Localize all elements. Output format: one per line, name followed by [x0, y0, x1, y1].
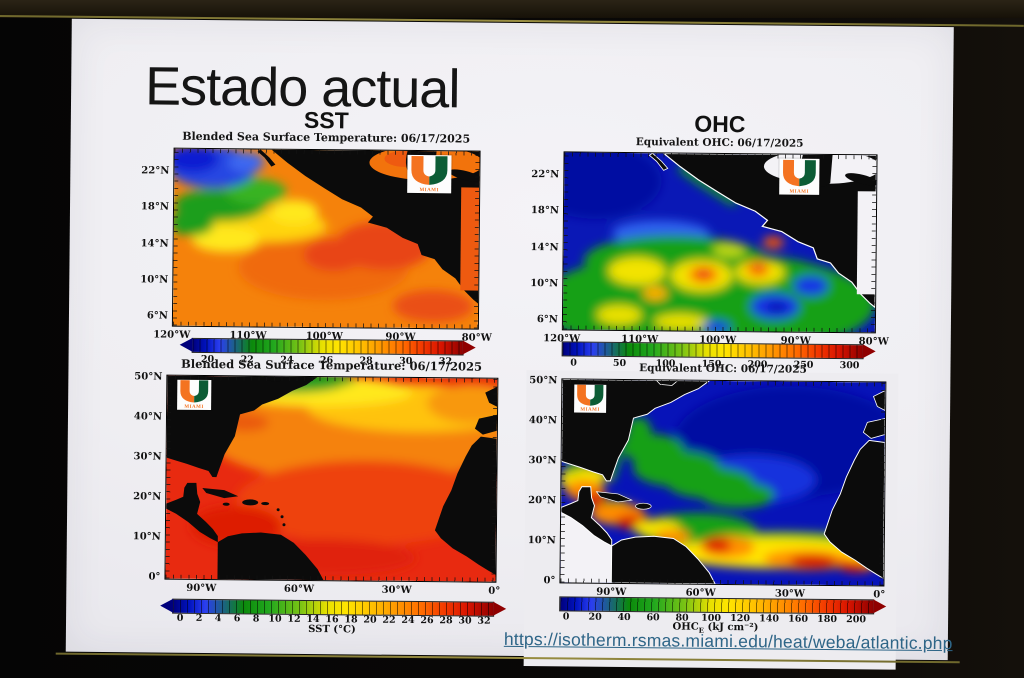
pacific-ohc-colorbar	[561, 341, 864, 360]
atlantic-sst-heatmap	[165, 375, 498, 582]
y-tick-label: 6°N	[536, 314, 559, 326]
pacific-ohc-y-axis-labels: 22°N 18°N 14°N 10°N 6°N	[516, 169, 560, 326]
photo-top-glow	[0, 0, 1024, 18]
y-tick-label: 30°N	[528, 455, 557, 467]
source-url-link[interactable]: https://isotherm.rsmas.miami.edu/heat/we…	[503, 628, 953, 654]
miami-u-icon	[783, 159, 816, 187]
miami-u-icon	[577, 384, 604, 406]
map-atlantic-sst: MIAMI	[164, 374, 499, 583]
pacific-sst-heatmap	[172, 148, 480, 329]
pacific-sst-y-axis-labels: 22°N 18°N 14°N 10°N 6°N	[126, 165, 170, 322]
pacific-ohc-heatmap	[562, 152, 877, 333]
atlantic-ohc-y-axis-labels: 50°N 40°N 30°N 20°N 10°N 0°	[513, 375, 558, 587]
miami-wordmark: MIAMI	[184, 404, 204, 410]
miami-logo: MIAMI	[574, 384, 607, 413]
slide: Estado actual SST OHC Blended Sea Surfac…	[65, 18, 954, 670]
atlantic-sst-colorbar-label: SST (°C)	[308, 623, 356, 636]
pacific-sst-title: Blended Sea Surface Temperature: 06/17/2…	[182, 129, 471, 146]
miami-wordmark: MIAMI	[580, 407, 600, 413]
y-tick-label: 50°N	[529, 375, 558, 387]
y-tick-label: 0°	[543, 575, 556, 587]
y-tick-label: 22°N	[531, 169, 560, 181]
atlantic-sst-y-axis-labels: 50°N 40°N 30°N 20°N 10°N 0°	[118, 371, 163, 583]
y-tick-label: 0°	[148, 571, 161, 583]
x-tick-label: 30°W	[381, 584, 412, 596]
y-tick-label: 10°N	[140, 274, 169, 286]
y-tick-label: 40°N	[133, 411, 163, 423]
y-tick-label: 22°N	[141, 165, 170, 177]
miami-logo: MIAMI	[779, 158, 820, 195]
y-tick-label: 18°N	[530, 205, 560, 217]
y-tick-label: 20°N	[133, 491, 162, 503]
atlantic-sst-x-axis-labels: 90°W 60°W 30°W 0°	[179, 583, 516, 597]
y-tick-label: 18°N	[140, 201, 170, 213]
x-tick-label: 90°W	[186, 582, 217, 595]
y-tick-label: 10°N	[530, 277, 559, 290]
map-atlantic-ohc: MIAMI	[559, 378, 887, 587]
x-tick-label: 60°W	[283, 583, 315, 596]
map-pacific-sst: MIAMI	[171, 147, 481, 330]
miami-logo: MIAMI	[407, 154, 452, 194]
y-tick-label: 14°N	[140, 237, 169, 250]
x-tick-label: 0°	[488, 585, 501, 597]
miami-u-icon	[180, 380, 209, 403]
atlantic-sst-title: Blended Sea Surface Temperature: 06/17/2…	[180, 356, 483, 374]
y-tick-label: 14°N	[530, 241, 559, 253]
miami-u-icon	[411, 155, 448, 185]
y-tick-label: 40°N	[528, 415, 558, 427]
y-tick-label: 30°N	[133, 451, 162, 463]
miami-wordmark: MIAMI	[419, 188, 439, 194]
pacific-sst-colorbar	[191, 337, 464, 356]
map-pacific-ohc: MIAMI	[561, 151, 878, 334]
miami-logo: MIAMI	[177, 379, 212, 411]
atlantic-ohc-heatmap	[560, 379, 886, 586]
pacific-ohc-title: Equivalent OHC: 06/17/2025	[635, 136, 804, 150]
y-tick-label: 20°N	[528, 495, 557, 507]
y-tick-label: 10°N	[527, 535, 556, 547]
y-tick-label: 10°N	[132, 531, 161, 543]
y-tick-label: 50°N	[134, 371, 163, 383]
miami-wordmark: MIAMI	[789, 189, 809, 195]
y-tick-label: 6°N	[146, 310, 169, 322]
